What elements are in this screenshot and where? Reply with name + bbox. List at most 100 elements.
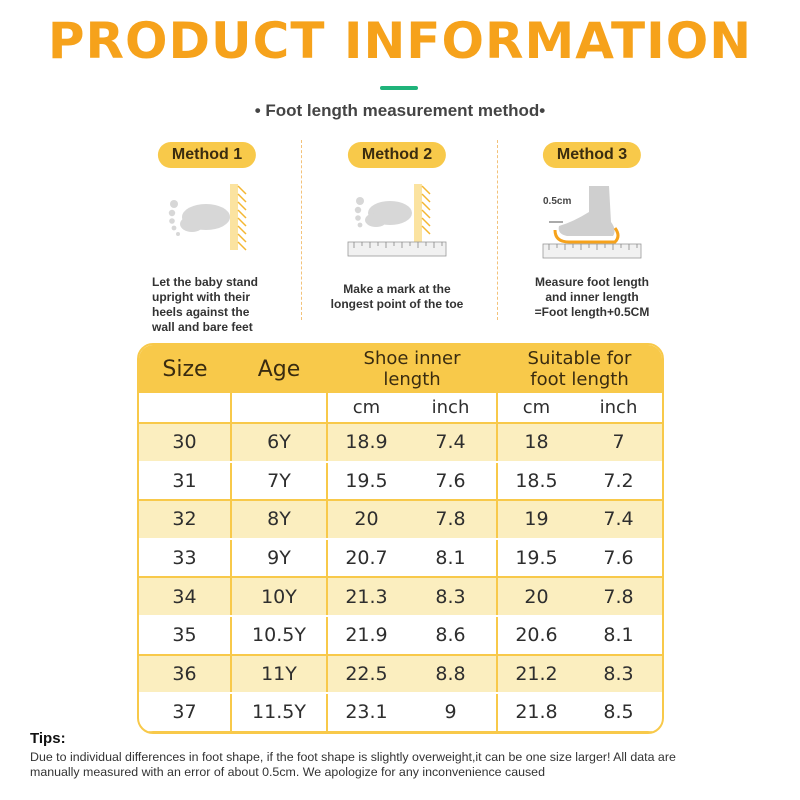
cell-size: 34	[139, 577, 231, 617]
cell-shoe-inch: 8.6	[405, 614, 497, 656]
header-suitable-foot-length: Suitable for foot length	[497, 345, 662, 393]
caption-line: Make a mark at the	[343, 282, 451, 296]
method-1-caption: Let the baby stand upright with their he…	[152, 275, 342, 335]
method-2-label: Method 2	[347, 142, 447, 168]
cell-size: 35	[139, 614, 231, 656]
cell-foot-inch: 8.3	[575, 654, 662, 695]
method-1-panel: Method 1 Let the baby stand upright with…	[112, 140, 302, 334]
cell-shoe-inch: 7.6	[405, 460, 497, 502]
cell-shoe-cm: 20.7	[326, 537, 405, 579]
caption-line: Measure foot length	[534, 275, 649, 289]
method-1-label: Method 1	[157, 142, 257, 168]
cell-foot-cm: 18.5	[496, 460, 575, 502]
table-row: 36 11Y 22.5 8.8 21.2 8.3	[139, 654, 662, 695]
cell-shoe-cm: 21.9	[326, 614, 405, 656]
cell-age: 11.5Y	[230, 692, 327, 732]
method-3-label: Method 3	[542, 142, 642, 168]
cell-size: 37	[139, 692, 231, 732]
table-row: 30 6Y 18.9 7.4 18 7	[139, 423, 662, 463]
cell-foot-cm: 18	[496, 423, 575, 463]
cell-size: 32	[139, 500, 231, 540]
cell-foot-inch: 7.4	[575, 500, 662, 540]
cell-age: 10.5Y	[230, 614, 327, 656]
cell-age: 6Y	[230, 423, 327, 463]
foot-with-ruler-icon	[347, 184, 447, 257]
cell-shoe-cm: 23.1	[326, 692, 405, 732]
unit-cm: cm	[496, 393, 575, 424]
cell-size: 30	[139, 423, 231, 463]
tips-text: Due to individual differences in foot sh…	[30, 750, 780, 780]
table-row: 31 7Y 19.5 7.6 18.5 7.2	[139, 460, 662, 502]
header-line: length	[383, 369, 441, 390]
cell-shoe-inch: 8.8	[405, 654, 497, 695]
page-title: PRODUCT INFORMATION	[47, 12, 753, 70]
method-2-panel: Method 2 Make a mark at the longest poin…	[302, 140, 492, 330]
cell-age: 10Y	[230, 577, 327, 617]
caption-line: longest point of the toe	[330, 297, 464, 311]
cell-foot-cm: 19.5	[496, 537, 575, 579]
cell-size: 33	[139, 537, 231, 579]
cell-age: 11Y	[230, 654, 327, 695]
caption-line: and inner length	[545, 290, 639, 304]
cell-age: 9Y	[230, 537, 327, 579]
cell-foot-inch: 7.6	[575, 537, 662, 579]
cell-foot-cm: 21.2	[496, 654, 575, 695]
unit-blank	[139, 393, 231, 424]
cell-foot-inch: 7.8	[575, 577, 662, 617]
cell-shoe-inch: 9	[405, 692, 497, 732]
cell-shoe-cm: 22.5	[326, 654, 405, 695]
cell-shoe-cm: 20	[326, 500, 405, 540]
measure-allowance-label: 0.5cm	[543, 196, 571, 207]
unit-cm: cm	[326, 393, 405, 424]
table-row: 35 10.5Y 21.9 8.6 20.6 8.1	[139, 614, 662, 656]
cell-shoe-inch: 7.8	[405, 500, 497, 540]
cell-shoe-cm: 19.5	[326, 460, 405, 502]
table-row: 32 8Y 20 7.8 19 7.4	[139, 500, 662, 540]
foot-against-wall-icon	[168, 184, 247, 251]
cell-size: 31	[139, 460, 231, 502]
cell-age: 8Y	[230, 500, 327, 540]
method-2-caption: Make a mark at the longest point of the …	[302, 282, 492, 312]
cell-age: 7Y	[230, 460, 327, 502]
caption-line: heels against the	[152, 305, 250, 319]
header-line: Shoe inner	[363, 348, 461, 369]
cell-foot-cm: 20.6	[496, 614, 575, 656]
cell-foot-cm: 19	[496, 500, 575, 540]
title-underline	[380, 86, 418, 90]
size-chart-table: Size Age Shoe inner length Suitable for …	[137, 343, 664, 734]
cell-shoe-cm: 21.3	[326, 577, 405, 617]
caption-line: wall and bare feet	[152, 320, 253, 334]
cell-shoe-inch: 8.1	[405, 537, 497, 579]
tips-line: manually measured with an error of about…	[30, 765, 545, 779]
cell-foot-inch: 8.1	[575, 614, 662, 656]
cell-foot-inch: 8.5	[575, 692, 662, 732]
method-3-caption: Measure foot length and inner length =Fo…	[497, 275, 687, 320]
header-size: Size	[139, 345, 231, 393]
header-line: Suitable for	[527, 348, 632, 369]
section-subtitle: • Foot length measurement method•	[254, 101, 546, 120]
cell-foot-inch: 7.2	[575, 460, 662, 502]
table-row: 33 9Y 20.7 8.1 19.5 7.6	[139, 537, 662, 579]
shoe-measure-icon: 0.5cm	[542, 186, 642, 259]
caption-line: Let the baby stand	[152, 275, 259, 289]
header-age: Age	[231, 345, 327, 393]
unit-inch: inch	[575, 393, 662, 424]
method-3-panel: Method 3 0.5cm Measure foot length and i…	[497, 140, 687, 330]
size-chart-body: 30 6Y 18.9 7.4 18 7 31 7Y 19.5 7.6 18.5 7.2 32 8Y 20 7.…	[139, 423, 662, 732]
cell-shoe-inch: 8.3	[405, 577, 497, 617]
header-shoe-inner-length: Shoe inner length	[327, 345, 497, 393]
cell-foot-cm: 21.8	[496, 692, 575, 732]
caption-line: upright with their	[152, 290, 250, 304]
caption-line: =Foot length+0.5CM	[534, 305, 650, 319]
unit-inch: inch	[405, 393, 497, 424]
tips-line: Due to individual differences in foot sh…	[30, 750, 676, 764]
table-row: 34 10Y 21.3 8.3 20 7.8	[139, 577, 662, 617]
table-row: 37 11.5Y 23.1 9 21.8 8.5	[139, 692, 662, 732]
cell-shoe-cm: 18.9	[326, 423, 405, 463]
cell-size: 36	[139, 654, 231, 695]
cell-shoe-inch: 7.4	[405, 423, 497, 463]
header-line: foot length	[530, 369, 629, 390]
unit-blank	[230, 393, 327, 424]
cell-foot-cm: 20	[496, 577, 575, 617]
tips-title: Tips:	[30, 730, 66, 747]
